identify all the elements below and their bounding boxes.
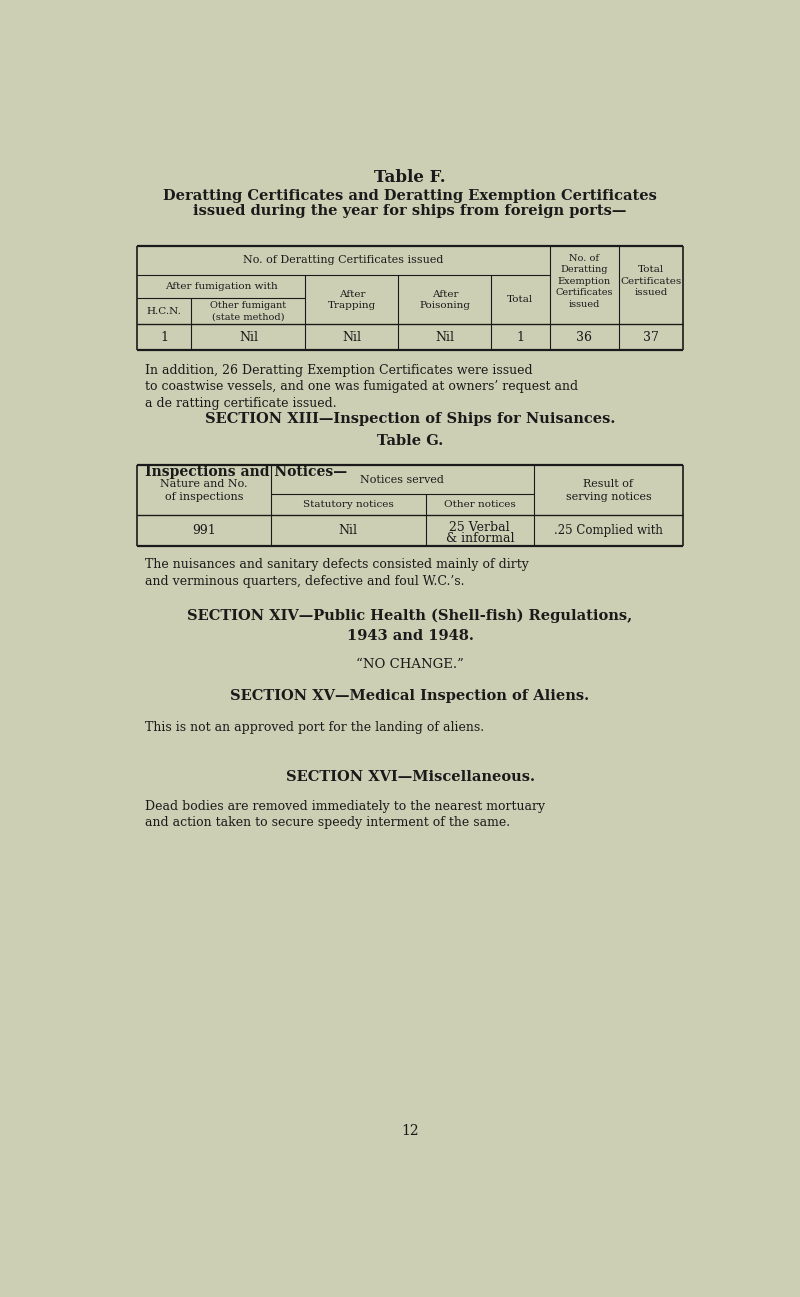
Text: Nil: Nil: [435, 331, 454, 344]
Text: Result of
serving notices: Result of serving notices: [566, 479, 651, 502]
Text: Total: Total: [507, 296, 534, 303]
Text: “NO CHANGE.”: “NO CHANGE.”: [356, 658, 464, 671]
Text: SECTION XIII—Inspection of Ships for Nuisances.: SECTION XIII—Inspection of Ships for Nui…: [205, 412, 615, 425]
Text: The nuisances and sanitary defects consisted mainly of dirty: The nuisances and sanitary defects consi…: [145, 558, 529, 572]
Text: 37: 37: [643, 331, 659, 344]
Text: Nil: Nil: [342, 331, 362, 344]
Text: to coastwise vessels, and one was fumigated at owners’ request and: to coastwise vessels, and one was fumiga…: [145, 380, 578, 393]
Text: No. of Deratting Certificates issued: No. of Deratting Certificates issued: [243, 256, 443, 266]
Text: 25 Verbal: 25 Verbal: [450, 521, 510, 534]
Text: Total
Certificates
issued: Total Certificates issued: [621, 265, 682, 297]
Text: 991: 991: [192, 524, 216, 537]
Text: .25 Complied with: .25 Complied with: [554, 524, 663, 537]
Text: Nature and No.
of inspections: Nature and No. of inspections: [160, 479, 248, 502]
Text: Other fumigant
(state method): Other fumigant (state method): [210, 301, 286, 322]
Text: 1: 1: [160, 331, 168, 344]
Text: Inspections and Notices—: Inspections and Notices—: [145, 466, 347, 479]
Text: Other notices: Other notices: [444, 501, 516, 510]
Text: After fumigation with: After fumigation with: [165, 281, 278, 291]
Text: 36: 36: [576, 331, 592, 344]
Text: Table G.: Table G.: [377, 433, 443, 447]
Text: 1943 and 1948.: 1943 and 1948.: [346, 629, 474, 643]
Text: and verminous quarters, defective and foul W.C.’s.: and verminous quarters, defective and fo…: [145, 575, 465, 588]
Text: issued during the year for ships from foreign ports—: issued during the year for ships from fo…: [194, 204, 626, 218]
Text: After
Poisoning: After Poisoning: [419, 289, 470, 310]
Text: In addition, 26 Deratting Exemption Certificates were issued: In addition, 26 Deratting Exemption Cert…: [145, 364, 533, 377]
Text: Deratting Certificates and Deratting Exemption Certificates: Deratting Certificates and Deratting Exe…: [163, 188, 657, 202]
Text: H.C.N.: H.C.N.: [147, 306, 182, 315]
Text: SECTION XV—Medical Inspection of Aliens.: SECTION XV—Medical Inspection of Aliens.: [230, 689, 590, 703]
Text: No. of
Deratting
Exemption
Certificates
issued: No. of Deratting Exemption Certificates …: [556, 254, 613, 309]
Text: This is not an approved port for the landing of aliens.: This is not an approved port for the lan…: [145, 721, 484, 734]
Text: Notices served: Notices served: [360, 475, 444, 485]
Text: Nil: Nil: [338, 524, 358, 537]
Text: & informal: & informal: [446, 532, 514, 545]
Text: a de ratting certificate issued.: a de ratting certificate issued.: [145, 397, 337, 410]
Text: 1: 1: [517, 331, 525, 344]
Text: and action taken to secure speedy interment of the same.: and action taken to secure speedy interm…: [145, 816, 510, 829]
Text: SECTION XIV—Public Health (Shell-fish) Regulations,: SECTION XIV—Public Health (Shell-fish) R…: [187, 608, 633, 623]
Text: Nil: Nil: [239, 331, 258, 344]
Text: 12: 12: [401, 1124, 419, 1139]
Text: Statutory notices: Statutory notices: [302, 501, 394, 510]
Text: Table F.: Table F.: [374, 170, 446, 187]
Text: Dead bodies are removed immediately to the nearest mortuary: Dead bodies are removed immediately to t…: [145, 800, 545, 813]
Text: SECTION XVI—Miscellaneous.: SECTION XVI—Miscellaneous.: [286, 770, 534, 783]
Text: After
Trapping: After Trapping: [328, 289, 376, 310]
